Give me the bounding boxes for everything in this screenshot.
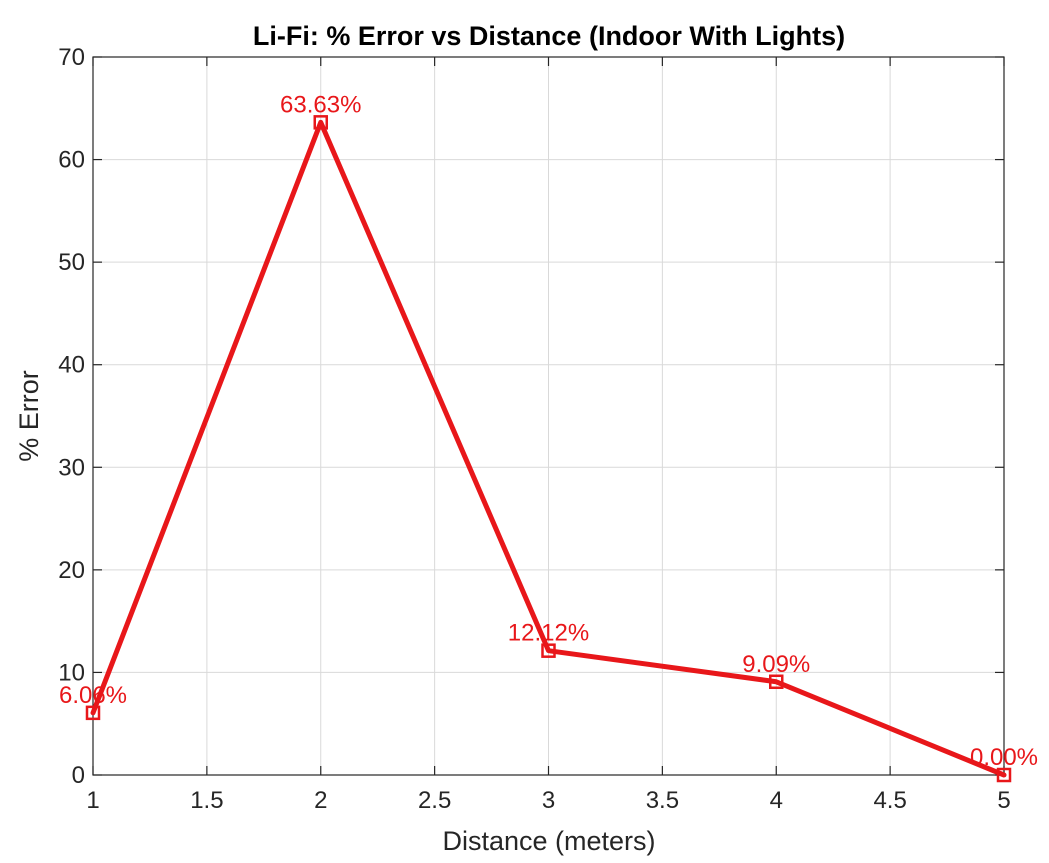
y-tick-label: 70 [58, 44, 85, 71]
x-tick-label: 2 [314, 787, 327, 814]
x-tick-label: 1.5 [190, 787, 223, 814]
x-tick-label: 5 [997, 787, 1010, 814]
data-point-marker [769, 674, 784, 690]
data-labels: 6.06% 63.63% 12.12% 9.09% 0.00% [59, 91, 1038, 771]
y-tick-label: 10 [58, 659, 85, 686]
data-label: 0.00% [970, 744, 1038, 771]
x-tick-label: 2.5 [418, 787, 451, 814]
data-point-marker [85, 705, 101, 721]
x-tick-label: 4.5 [873, 787, 906, 814]
x-tick-label: 4 [770, 787, 783, 814]
y-tick-label: 20 [58, 557, 85, 584]
chart-title: Li-Fi: % Error vs Distance (Indoor With … [253, 21, 845, 51]
x-tick-label: 1 [86, 787, 99, 814]
y-tick-label: 30 [58, 454, 85, 481]
data-point-marker [996, 767, 1012, 783]
data-label: 6.06% [59, 682, 127, 709]
x-tick-label: 3.5 [646, 787, 679, 814]
y-tick-label: 50 [58, 249, 85, 276]
y-tick-label: 40 [58, 352, 85, 379]
series-line [90, 119, 1007, 778]
data-label: 9.09% [742, 651, 810, 678]
data-label: 63.63% [280, 91, 361, 118]
data-point-marker [313, 115, 328, 130]
data-label: 12.12% [508, 620, 589, 647]
y-tick-label: 0 [72, 762, 85, 789]
data-point-marker [541, 643, 556, 658]
y-axis-label: % Error [14, 370, 44, 462]
x-tick-label: 3 [542, 787, 555, 814]
y-tick-label: 60 [58, 147, 85, 174]
x-axis-label: Distance (meters) [442, 826, 655, 856]
series-layer [85, 115, 1012, 783]
plot-area-border [92, 56, 1005, 776]
